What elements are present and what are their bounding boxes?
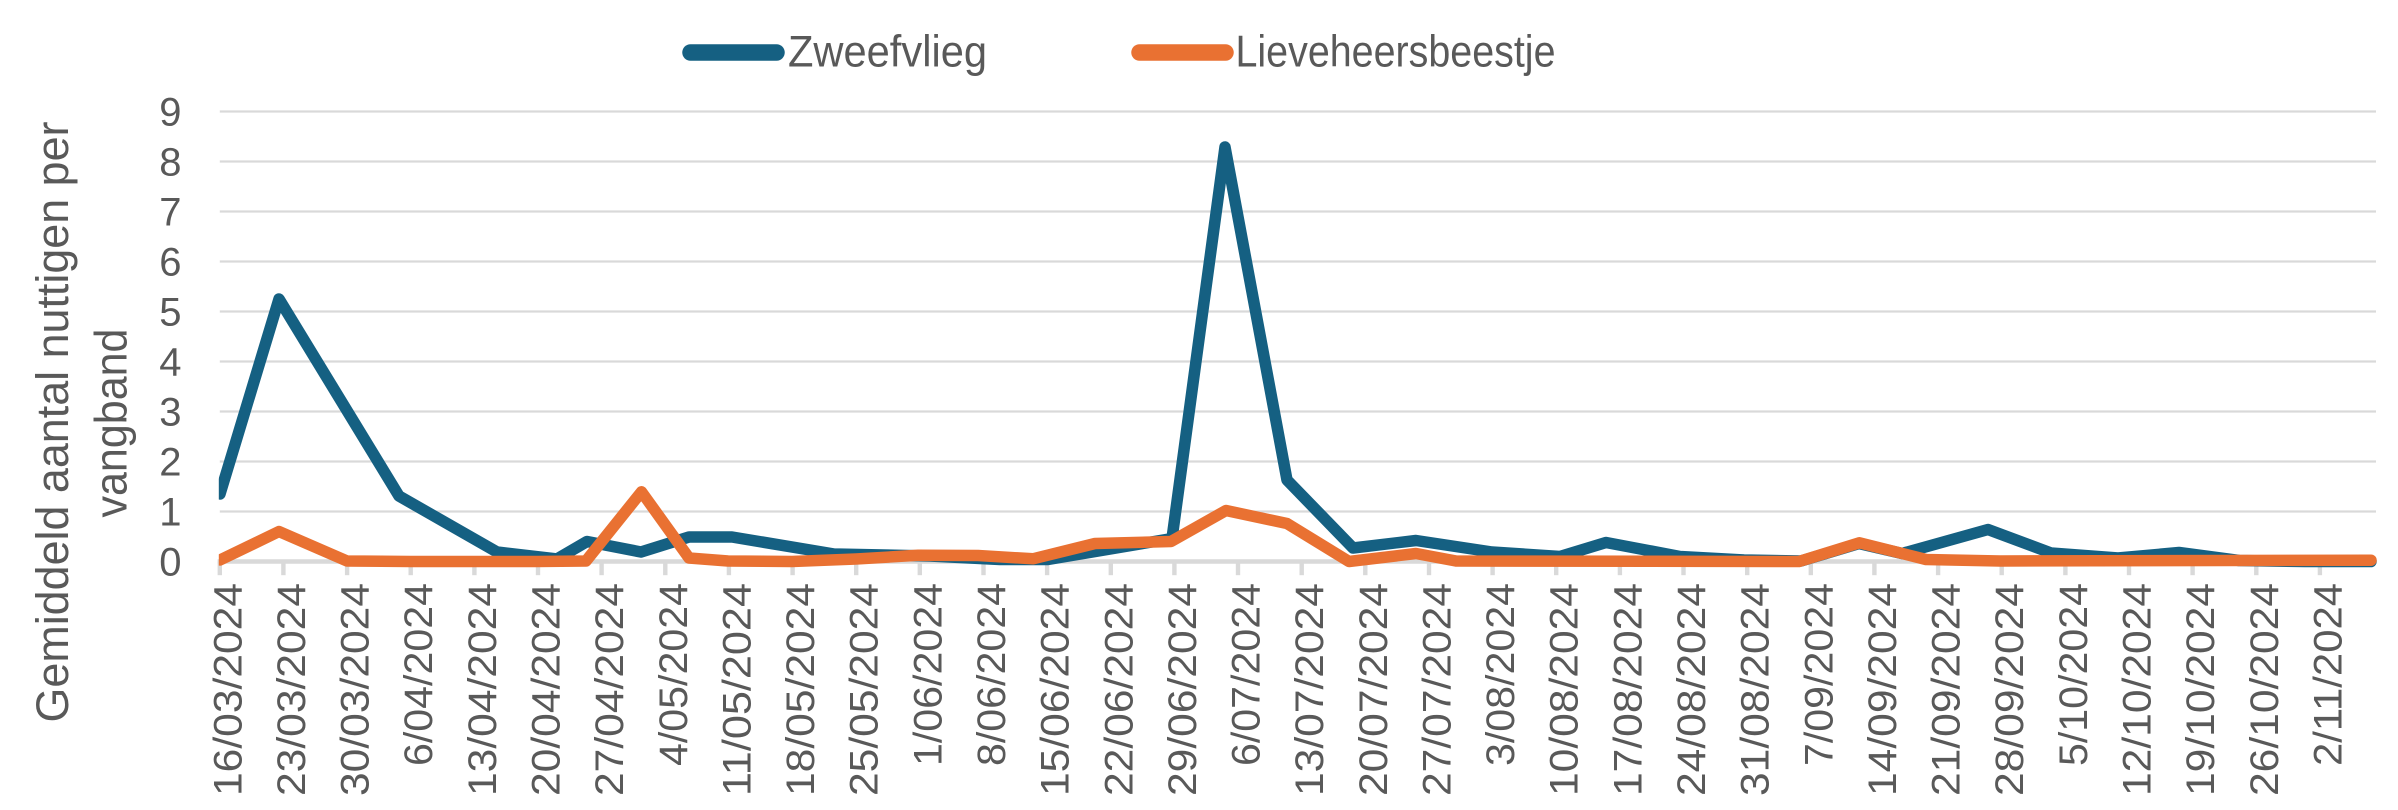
svg-text:25/05/2024: 25/05/2024 — [843, 583, 887, 796]
svg-text:29/06/2024: 29/06/2024 — [1161, 583, 1205, 796]
svg-text:4/05/2024: 4/05/2024 — [652, 583, 696, 766]
svg-text:16/03/2024: 16/03/2024 — [206, 583, 250, 796]
svg-text:0: 0 — [159, 540, 181, 584]
svg-text:4: 4 — [159, 340, 181, 384]
svg-text:6/07/2024: 6/07/2024 — [1225, 583, 1269, 766]
svg-text:14/09/2024: 14/09/2024 — [1861, 583, 1905, 796]
svg-text:12/10/2024: 12/10/2024 — [2116, 583, 2160, 796]
svg-text:3: 3 — [159, 390, 181, 434]
svg-text:30/03/2024: 30/03/2024 — [334, 583, 378, 796]
svg-text:11/05/2024: 11/05/2024 — [715, 583, 759, 796]
svg-text:24/08/2024: 24/08/2024 — [1670, 583, 1714, 796]
svg-text:2: 2 — [159, 440, 181, 484]
svg-text:20/04/2024: 20/04/2024 — [525, 583, 569, 796]
svg-text:2/11/2024: 2/11/2024 — [2306, 583, 2350, 766]
svg-text:1: 1 — [159, 490, 181, 534]
svg-text:vangband: vangband — [86, 329, 137, 518]
svg-text:5/10/2024: 5/10/2024 — [2052, 583, 2096, 766]
svg-text:13/07/2024: 13/07/2024 — [1288, 583, 1332, 796]
svg-text:20/07/2024: 20/07/2024 — [1352, 583, 1396, 796]
svg-text:18/05/2024: 18/05/2024 — [779, 583, 823, 796]
svg-text:28/09/2024: 28/09/2024 — [1988, 583, 2032, 796]
svg-text:22/06/2024: 22/06/2024 — [1097, 583, 1141, 796]
svg-text:8: 8 — [159, 140, 181, 184]
svg-text:7: 7 — [159, 190, 181, 234]
svg-text:8/06/2024: 8/06/2024 — [970, 583, 1014, 766]
svg-text:31/08/2024: 31/08/2024 — [1734, 583, 1778, 796]
svg-text:26/10/2024: 26/10/2024 — [2243, 583, 2287, 796]
svg-text:Lieveheersbeestje: Lieveheersbeestje — [1236, 28, 1556, 77]
svg-text:3/08/2024: 3/08/2024 — [1479, 583, 1523, 766]
svg-text:21/09/2024: 21/09/2024 — [1925, 583, 1969, 796]
svg-text:9: 9 — [159, 90, 181, 134]
svg-text:23/03/2024: 23/03/2024 — [270, 583, 314, 796]
svg-text:19/10/2024: 19/10/2024 — [2179, 583, 2223, 796]
svg-text:5: 5 — [159, 290, 181, 334]
svg-text:6/04/2024: 6/04/2024 — [397, 583, 441, 766]
svg-text:Zweefvlieg: Zweefvlieg — [788, 28, 987, 77]
svg-text:7/09/2024: 7/09/2024 — [1797, 583, 1841, 766]
svg-text:6: 6 — [159, 240, 181, 284]
svg-text:1/06/2024: 1/06/2024 — [906, 583, 950, 766]
svg-text:27/07/2024: 27/07/2024 — [1416, 583, 1460, 796]
svg-text:13/04/2024: 13/04/2024 — [461, 583, 505, 796]
svg-text:15/06/2024: 15/06/2024 — [1034, 583, 1078, 796]
svg-text:17/08/2024: 17/08/2024 — [1606, 583, 1650, 796]
svg-text:10/08/2024: 10/08/2024 — [1543, 583, 1587, 796]
svg-text:27/04/2024: 27/04/2024 — [588, 583, 632, 796]
svg-text:Gemiddeld aantal nuttigen per: Gemiddeld aantal nuttigen per — [27, 121, 78, 722]
